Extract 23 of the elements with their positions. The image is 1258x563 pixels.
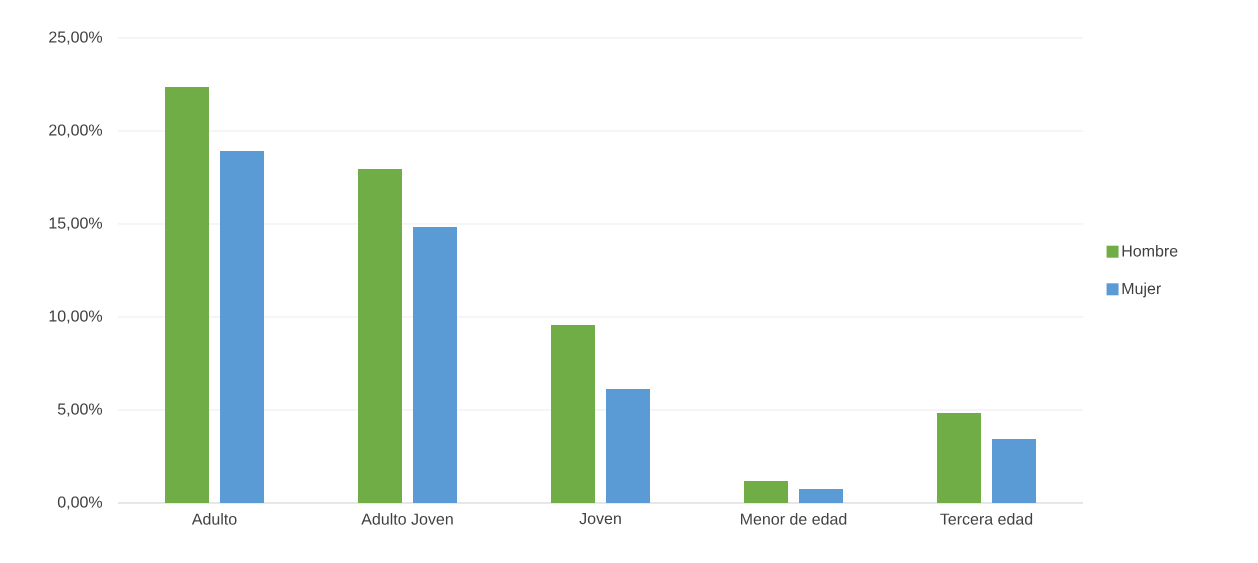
x-tick-label: Adulto [191, 513, 237, 525]
bar [551, 324, 595, 503]
legend-label: Mujer [1122, 282, 1161, 298]
x-tick-label: Menor de edad [741, 513, 847, 525]
bar [937, 412, 981, 503]
bar [799, 489, 843, 503]
y-tick-label: 10,00% [49, 310, 103, 324]
bar [220, 151, 265, 503]
bar [165, 86, 210, 503]
x-tick-label: Joven [579, 513, 621, 525]
bar [358, 168, 402, 503]
y-tick-label: 15,00% [49, 217, 103, 231]
y-tick-label: 20,00% [49, 124, 103, 138]
x-tick-label: Adulto Joven [361, 513, 453, 525]
bar [744, 481, 788, 503]
bar [992, 439, 1036, 503]
bar [606, 388, 650, 503]
y-tick-label: 25,00% [49, 31, 103, 45]
bar [413, 226, 457, 503]
legend-label: Hombre [1122, 244, 1178, 257]
y-tick-label: 5,00% [57, 403, 103, 417]
x-tick-label: Tercera edad [940, 513, 1033, 525]
y-tick-label: 0,00% [57, 496, 103, 510]
